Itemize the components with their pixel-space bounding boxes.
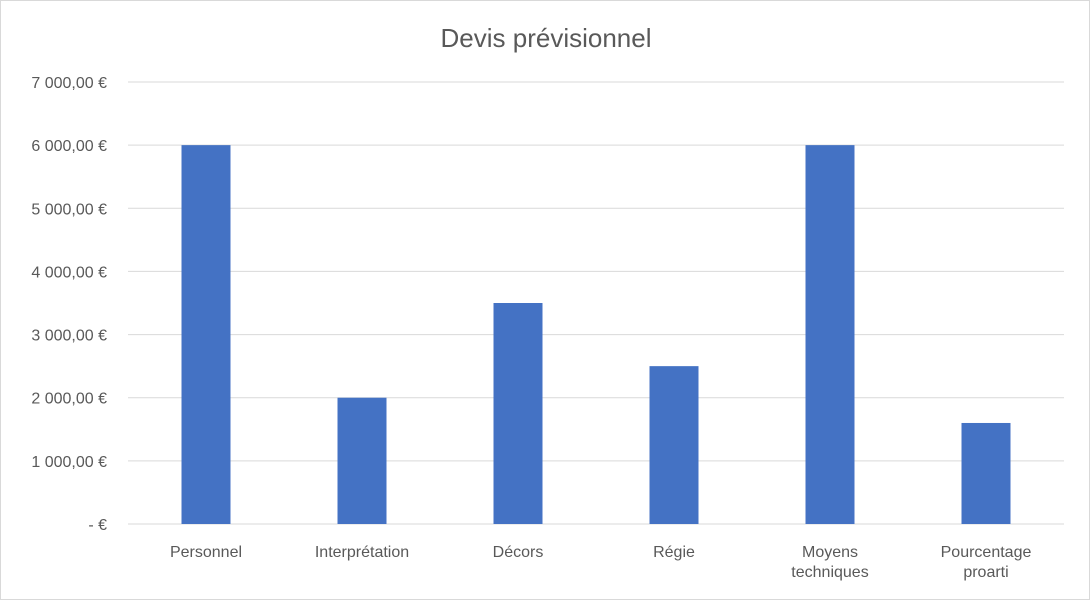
bar: [805, 145, 855, 524]
x-tick-label-line: Personnel: [170, 544, 242, 561]
bars: [181, 145, 1011, 524]
x-tick-label: Décors: [493, 544, 544, 561]
x-axis-category-labels: Personnel Interprétation Décors Régie Moyens…: [170, 544, 1031, 581]
x-tick-label-line: Interprétation: [315, 544, 409, 561]
x-tick-label-line: techniques: [791, 564, 868, 581]
y-tick-label: 1 000,00 €: [31, 454, 107, 471]
y-tick-label: - €: [88, 517, 107, 534]
x-tick-label: Personnel: [170, 544, 242, 561]
bar: [493, 303, 543, 524]
x-tick-label-line: Décors: [493, 544, 544, 561]
y-axis-tick-labels: - € 1 000,00 € 2 000,00 € 3 000,00 € 4 000,0…: [31, 75, 107, 534]
bar: [181, 145, 231, 524]
bar: [337, 397, 387, 524]
bar: [649, 366, 699, 524]
y-tick-label: 6 000,00 €: [31, 138, 107, 155]
x-tick-label: Moyens techniques: [791, 544, 868, 581]
chart-title: Devis prévisionnel: [441, 23, 652, 53]
x-tick-label: Régie: [653, 544, 695, 561]
y-tick-label: 7 000,00 €: [31, 75, 107, 92]
x-tick-label-line: Pourcentage: [941, 544, 1032, 561]
gridlines: [128, 81, 1064, 525]
x-tick-label-line: proarti: [963, 564, 1008, 581]
x-tick-label: Pourcentage proarti: [941, 544, 1032, 581]
y-tick-label: 3 000,00 €: [31, 328, 107, 345]
bar: [961, 422, 1011, 524]
x-tick-label: Interprétation: [315, 544, 409, 561]
y-tick-label: 4 000,00 €: [31, 264, 107, 281]
y-tick-label: 5 000,00 €: [31, 201, 107, 218]
y-tick-label: 2 000,00 €: [31, 391, 107, 408]
x-tick-label-line: Régie: [653, 544, 695, 561]
x-tick-label-line: Moyens: [802, 544, 858, 561]
